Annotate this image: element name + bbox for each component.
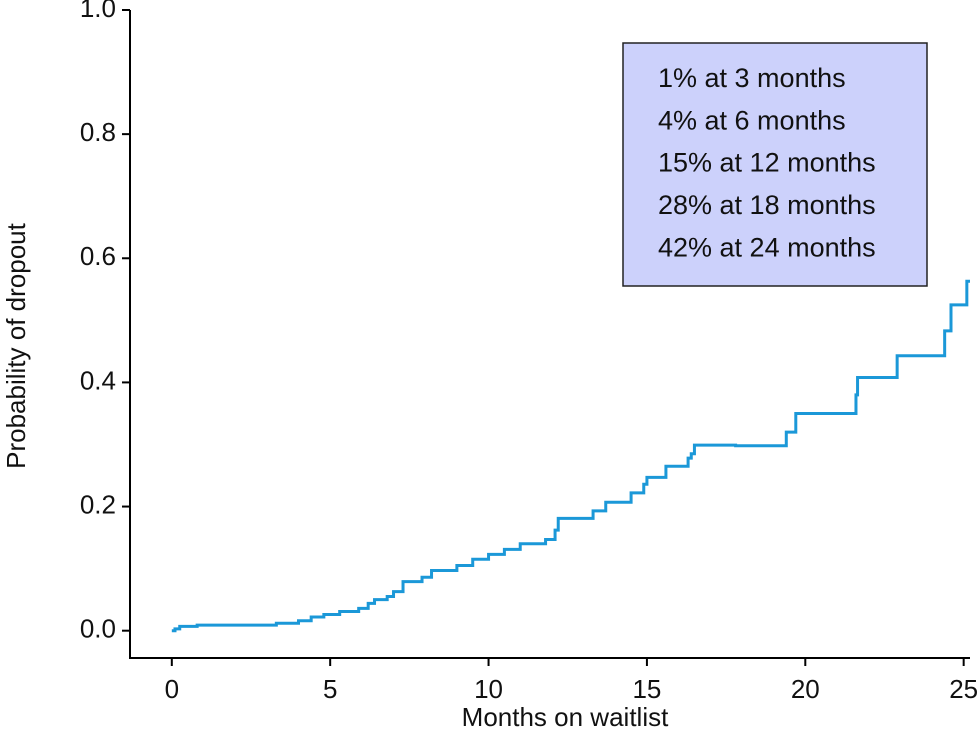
x-tick-label: 25 xyxy=(949,674,978,704)
annotation-text: 1% at 3 months xyxy=(658,63,846,93)
x-tick-label: 20 xyxy=(791,674,820,704)
x-tick-label: 15 xyxy=(632,674,661,704)
y-tick-label: 1.0 xyxy=(80,0,116,23)
annotation-text: 28% at 18 months xyxy=(658,190,876,220)
annotation-text: 42% at 24 months xyxy=(658,232,876,262)
y-tick-label: 0.0 xyxy=(80,614,116,644)
y-tick-label: 0.8 xyxy=(80,117,116,147)
y-axis-title: Probability of dropout xyxy=(1,222,31,468)
y-tick-label: 0.2 xyxy=(80,489,116,519)
x-tick-label: 10 xyxy=(474,674,503,704)
y-tick-label: 0.4 xyxy=(80,365,116,395)
annotation-box xyxy=(622,42,928,287)
annotation-text: 4% at 6 months xyxy=(658,105,846,135)
x-tick-label: 5 xyxy=(323,674,337,704)
survival-curve xyxy=(171,279,970,633)
y-tick-label: 0.6 xyxy=(80,241,116,271)
x-tick-label: 0 xyxy=(165,674,179,704)
axes xyxy=(129,10,970,659)
annotation-text: 15% at 12 months xyxy=(658,148,876,178)
x-axis-title: Months on waitlist xyxy=(462,702,669,732)
